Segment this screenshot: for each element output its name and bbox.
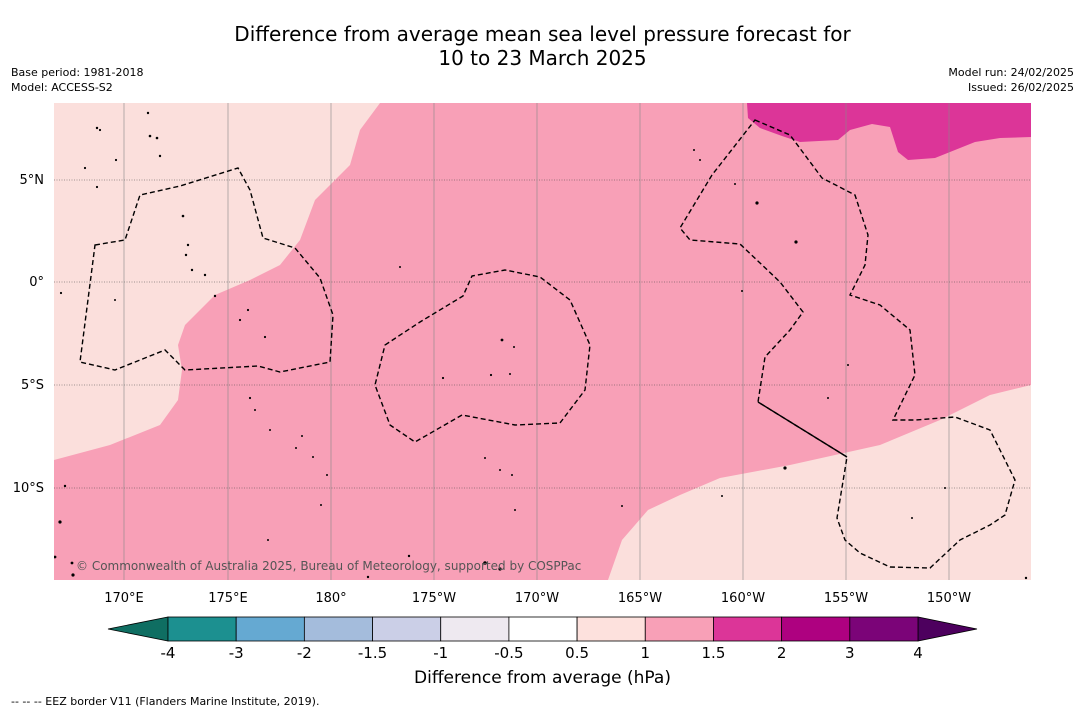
colorbar-tick-label: -0.5 [494,644,523,662]
model-text: Model: ACCESS-S2 [11,81,113,94]
lat-label-5s: 5°S [21,378,44,393]
eez-border-west [79,167,334,373]
colorbar-tick-label: -4 [161,644,176,662]
model-info: Base period: 1981-2018 Model: ACCESS-S2 [11,65,143,95]
colorbar-segment [235,616,305,642]
lon-label-155w: 155°W [824,591,868,606]
colorbar [107,616,978,642]
colorbar-label: Difference from average (hPa) [414,668,671,688]
low-anomaly-region-southeast [608,385,1031,580]
colorbar-tick-label: -1 [433,644,448,662]
colorbar-tick-label: -3 [229,644,244,662]
longitude-labels: 170°E 175°E 180° 175°W 170°W 165°W 160°W… [104,591,971,606]
gridlines [54,179,1031,489]
issued-text: Issued: 26/02/2025 [967,81,1074,94]
lon-label-175w: 175°W [412,591,456,606]
eez-border-east [679,119,1016,569]
lon-label-160w: 160°W [721,591,765,606]
copyright-text: © Commonwealth of Australia 2025, Bureau… [76,559,581,573]
colorbar-segment [781,616,851,642]
colorbar-tick-label: 4 [913,644,923,662]
colorbar-tick-label: -1.5 [358,644,387,662]
colorbar-segment [167,616,237,642]
lat-label-10s: 10°S [13,481,44,496]
base-period-text: Base period: 1981-2018 [11,66,144,79]
colorbar-segment [303,616,373,642]
colorbar-tick-label: 2 [777,644,787,662]
colorbar-segment [576,616,646,642]
map-area [54,103,1031,580]
high-anomaly-region-northeast [747,103,1031,160]
colorbar-segment [372,616,442,642]
title-line-2: 10 to 23 March 2025 [438,46,647,70]
lat-label-0: 0° [29,275,44,290]
chart-title: Difference from average mean sea level p… [0,22,1085,70]
lat-label-5n: 5°N [20,173,45,188]
colorbar-tick-label: 1 [640,644,650,662]
eez-border-solid-segment [757,401,848,458]
colorbar-extend-low [107,616,169,642]
coastline-islands [54,111,1028,580]
eez-borders [79,119,1016,569]
colorbar-tick-label: 3 [845,644,855,662]
colorbar-segment [849,616,919,642]
colorbar-segment [644,616,714,642]
lon-label-170e: 170°E [104,591,144,606]
eez-border-central [374,269,591,443]
colorbar-tick-labels: -4 -3 -2 -1.5 -1 -0.5 0.5 1 1.5 2 3 4 [161,644,923,662]
colorbar-tick-label: 0.5 [565,644,589,662]
latitude-labels: 5°N 0° 5°S 10°S [13,173,44,496]
low-anomaly-region-west [54,103,380,460]
run-info: Model run: 24/02/2025 Issued: 26/02/2025 [948,65,1074,95]
colorbar-extend-high [917,616,978,642]
lon-label-180: 180° [315,591,346,606]
colorbar-segment [440,616,510,642]
colorbar-tick-label: 1.5 [702,644,726,662]
model-run-text: Model run: 24/02/2025 [948,66,1074,79]
title-line-1: Difference from average mean sea level p… [234,22,851,46]
lon-label-175e: 175°E [208,591,248,606]
lon-label-150w: 150°W [927,591,971,606]
colorbar-tick-label: -2 [297,644,312,662]
colorbar-segment [508,616,578,642]
eez-legend-text: -- -- -- EEZ border V11 (Flanders Marine… [11,695,320,708]
lon-label-165w: 165°W [618,591,662,606]
colorbar-segment [713,616,783,642]
lon-label-170w: 170°W [515,591,559,606]
